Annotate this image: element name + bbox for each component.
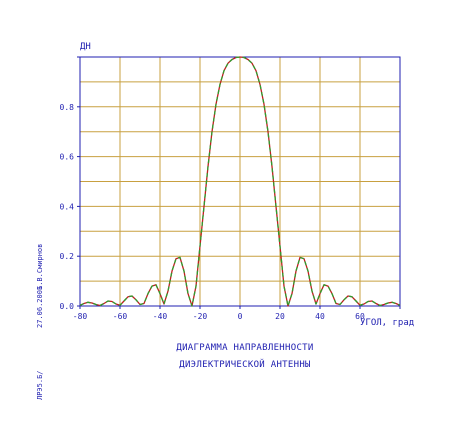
stamp-date: 27.06.2001 bbox=[36, 285, 44, 328]
x-tick-label: 40 bbox=[315, 312, 325, 321]
x-tick-label: -40 bbox=[153, 312, 168, 321]
x-tick-labels: -80 -60 -40 -20 0 20 40 60 bbox=[73, 312, 365, 321]
y-axis-label: ДН bbox=[80, 42, 91, 52]
y-tick-label: 0.6 bbox=[60, 153, 75, 162]
series-line-1 bbox=[79, 56, 401, 307]
stamp-name: Б.В.Смирнов bbox=[36, 243, 44, 290]
x-tick-label: 60 bbox=[355, 312, 365, 321]
stamp-author: ЛРЭ5.Б/ bbox=[36, 370, 44, 400]
caption-line-1: ДИАГРАММА НАПРАВЛЕННОСТИ bbox=[176, 343, 314, 353]
x-tick-label: -60 bbox=[113, 312, 128, 321]
y-tick-label: 0.4 bbox=[60, 202, 75, 211]
caption-line-2: ДИЭЛЕКТРИЧЕСКОЙ АНТЕННЫ bbox=[179, 360, 311, 370]
x-tick-label: -20 bbox=[193, 312, 208, 321]
chart-frame bbox=[77, 56, 401, 309]
chart-grid bbox=[80, 57, 400, 306]
chart-series bbox=[79, 56, 401, 307]
y-tick-label: 0.0 bbox=[60, 302, 75, 311]
x-tick-label: 20 bbox=[275, 312, 285, 321]
x-tick-label: 0 bbox=[238, 312, 243, 321]
x-tick-label: -80 bbox=[73, 312, 88, 321]
y-tick-labels: 0.0 0.2 0.4 0.6 0.8 bbox=[60, 103, 75, 311]
y-tick-label: 0.8 bbox=[60, 103, 75, 112]
x-axis-label: УГОЛ, град bbox=[360, 318, 414, 328]
y-tick-label: 0.2 bbox=[60, 252, 75, 261]
